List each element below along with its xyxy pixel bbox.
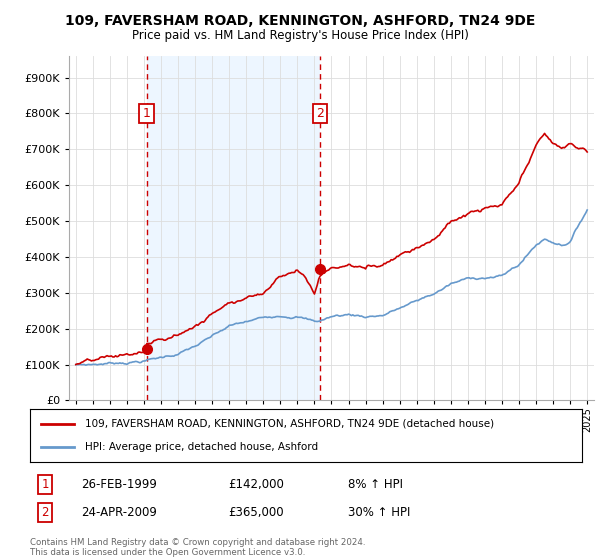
Text: £142,000: £142,000 [228,478,284,491]
Text: 2: 2 [41,506,49,519]
Text: 26-FEB-1999: 26-FEB-1999 [81,478,157,491]
Text: 1: 1 [143,107,151,120]
Text: 2: 2 [316,107,323,120]
Text: 8% ↑ HPI: 8% ↑ HPI [348,478,403,491]
Text: 109, FAVERSHAM ROAD, KENNINGTON, ASHFORD, TN24 9DE: 109, FAVERSHAM ROAD, KENNINGTON, ASHFORD… [65,14,535,28]
Text: Price paid vs. HM Land Registry's House Price Index (HPI): Price paid vs. HM Land Registry's House … [131,29,469,42]
Text: 109, FAVERSHAM ROAD, KENNINGTON, ASHFORD, TN24 9DE (detached house): 109, FAVERSHAM ROAD, KENNINGTON, ASHFORD… [85,419,494,429]
Text: £365,000: £365,000 [228,506,284,519]
Text: 24-APR-2009: 24-APR-2009 [81,506,157,519]
Bar [146,56,320,400]
Text: 30% ↑ HPI: 30% ↑ HPI [348,506,410,519]
Text: Contains HM Land Registry data © Crown copyright and database right 2024.
This d: Contains HM Land Registry data © Crown c… [30,538,365,557]
Text: HPI: Average price, detached house, Ashford: HPI: Average price, detached house, Ashf… [85,442,319,452]
Text: 1: 1 [41,478,49,491]
